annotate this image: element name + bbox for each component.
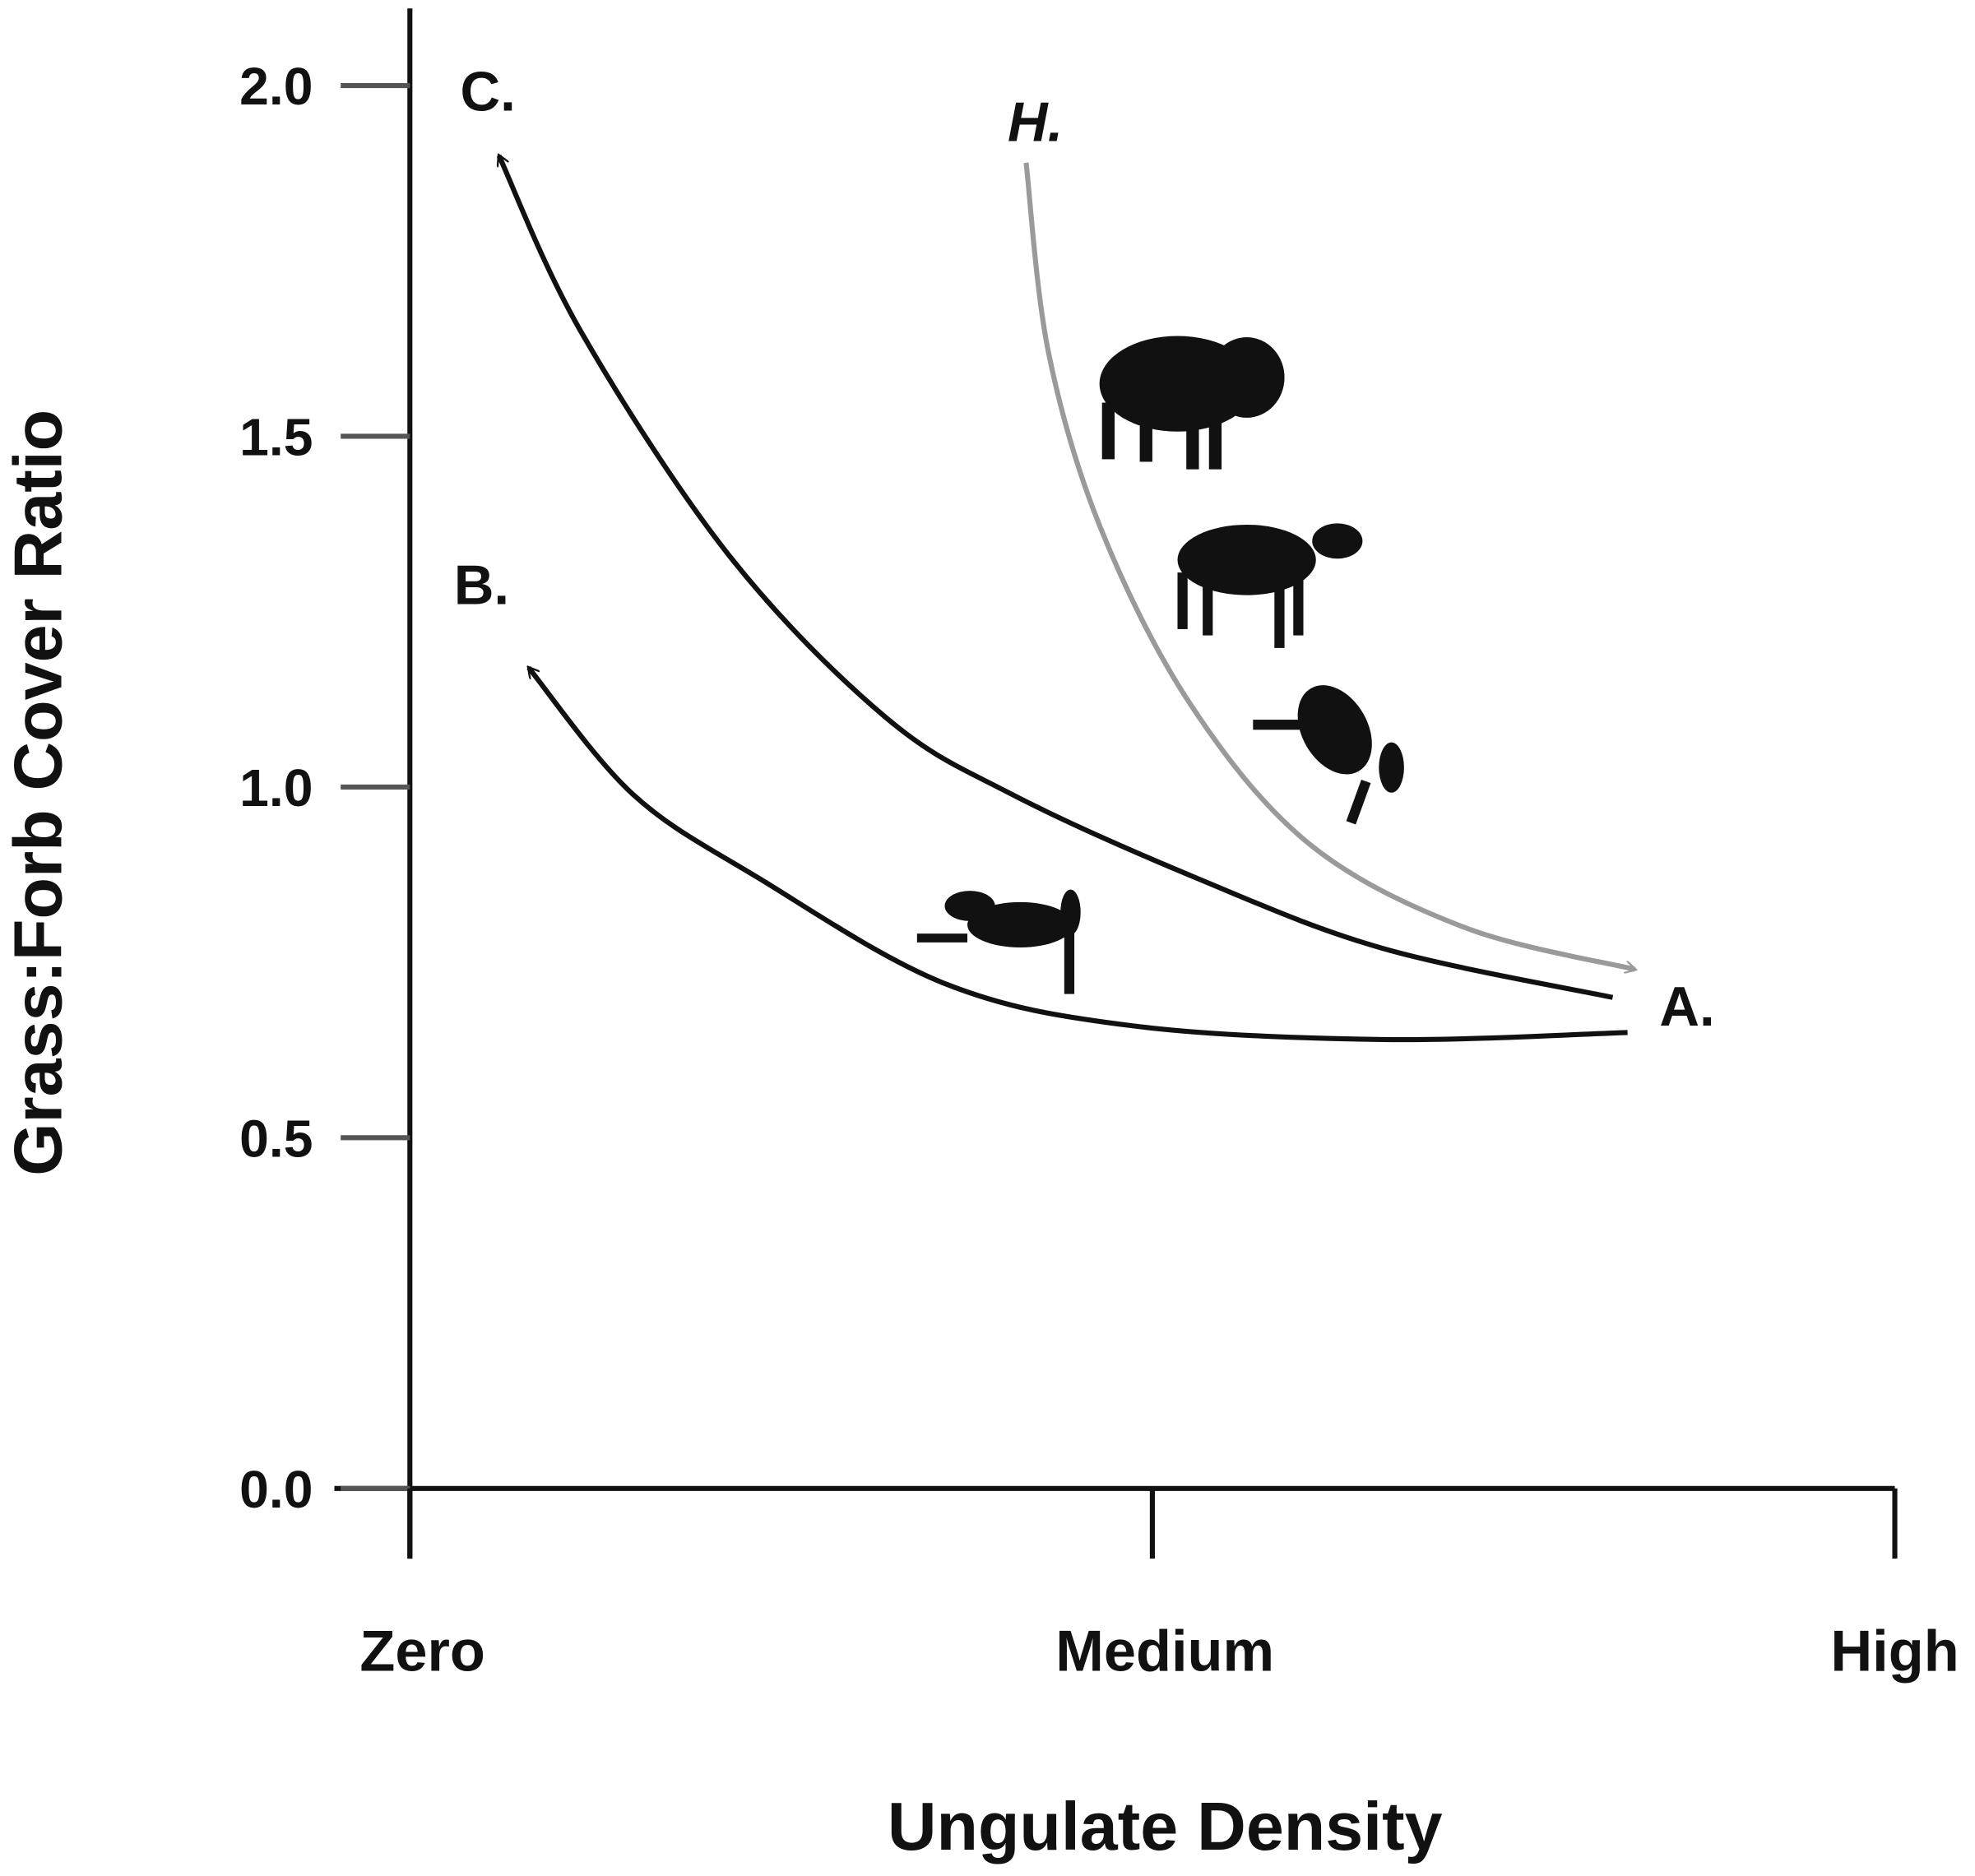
point-label: C. [460, 62, 515, 123]
y-tick-label: 0.0 [239, 1460, 313, 1519]
y-tick-label: 1.5 [239, 407, 313, 466]
y-tick-label: 1.0 [239, 758, 313, 818]
cow-icon [1177, 523, 1363, 648]
x-tick-label: High [1830, 1619, 1959, 1684]
y-axis-title: Grass:Forb Cover Ratio [0, 410, 76, 1176]
x-axis-title: Ungulate Density [888, 1788, 1443, 1864]
bison-icon [1099, 336, 1285, 470]
jackrabbit-icon [1253, 685, 1404, 825]
rabbit-icon [916, 889, 1081, 994]
x-tick-label: Zero [359, 1619, 484, 1684]
animal-silhouettes [916, 336, 1404, 994]
trajectory-curve [499, 155, 1614, 1000]
point-label: H. [1008, 91, 1063, 153]
point-label: B. [454, 554, 509, 616]
x-tick-label: Medium [1055, 1619, 1274, 1684]
point-label: A. [1659, 976, 1714, 1038]
y-tick-label: 0.5 [239, 1109, 313, 1168]
trajectory-curve [1023, 162, 1634, 970]
trajectory-curve [529, 668, 1628, 1043]
y-tick-label: 2.0 [239, 57, 313, 116]
